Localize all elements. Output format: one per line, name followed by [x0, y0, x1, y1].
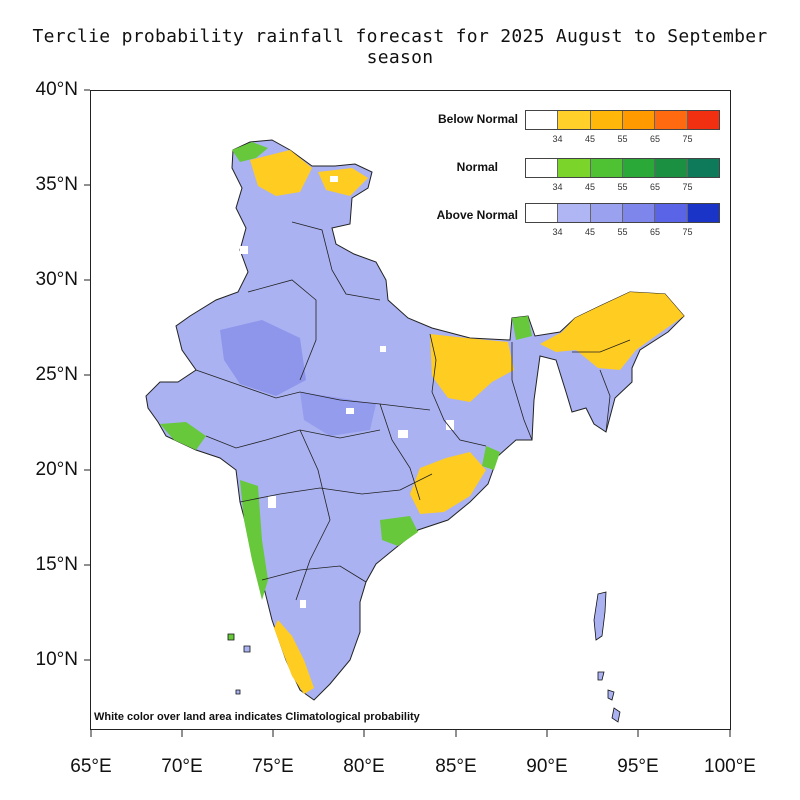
- above-normal-strong-areas: [220, 320, 376, 436]
- lakshadweep-2: [243, 645, 251, 653]
- legend-tick-label: 75: [682, 182, 693, 192]
- below-normal-ladakh-east: [318, 168, 368, 196]
- legend-bar-below-normal: [525, 110, 720, 130]
- nicobar-islands-2: [607, 689, 615, 701]
- legend-swatch: [655, 159, 688, 177]
- below-normal-bihar: [430, 334, 514, 402]
- legend-tick-label: 65: [649, 227, 661, 237]
- longitude-label: 85°E: [435, 756, 477, 777]
- lakshadweep-1: [227, 633, 235, 641]
- legend-tick-label: 65: [649, 182, 661, 192]
- below-normal-odisha: [410, 452, 486, 514]
- above-normal-mp: [300, 392, 376, 436]
- longitude-label: 95°E: [617, 756, 659, 777]
- climatological-areas: [240, 176, 454, 608]
- latitude-label: 15°N: [35, 554, 78, 575]
- legend-swatch: [622, 204, 656, 222]
- andaman-islands: [593, 591, 607, 641]
- legend-tick-label: 34: [552, 134, 563, 144]
- legend-swatch: [655, 111, 688, 129]
- nicobar-islands-3: [611, 707, 621, 723]
- normal-east: [482, 446, 500, 470]
- legend-swatch: [687, 204, 719, 222]
- legend-swatch: [526, 111, 559, 129]
- latitude-label: 25°N: [35, 364, 78, 385]
- latitude-label: 10°N: [35, 649, 78, 670]
- legend-title-normal: Normal: [456, 160, 498, 174]
- legend-bar-normal: [525, 158, 720, 178]
- legend-bar-above-normal: [525, 203, 720, 223]
- normal-kashmir: [232, 142, 268, 162]
- normal-areas: [160, 142, 532, 600]
- longitude-label: 75°E: [252, 756, 294, 777]
- legend-title-above-normal: Above Normal: [436, 208, 518, 222]
- legend-tick-label: 75: [682, 227, 693, 237]
- legend-swatch: [655, 204, 688, 222]
- lakshadweep-3: [235, 689, 241, 695]
- longitude-label: 70°E: [161, 756, 203, 777]
- legend-swatch: [622, 111, 656, 129]
- legend-swatch: [558, 204, 591, 222]
- islands: [227, 591, 621, 723]
- below-normal-northeast: [540, 292, 684, 370]
- legend-swatch: [687, 159, 719, 177]
- longitude-label: 100°E: [704, 756, 756, 777]
- legend-swatch: [558, 111, 591, 129]
- latitude-label: 20°N: [35, 459, 78, 480]
- legend-swatch: [590, 111, 623, 129]
- legend-swatch: [590, 204, 623, 222]
- normal-andhra: [380, 516, 418, 546]
- longitude-label: 65°E: [70, 756, 112, 777]
- below-normal-kerala: [274, 620, 314, 694]
- latitude-label: 40°N: [35, 79, 78, 100]
- legend-swatch: [590, 159, 623, 177]
- normal-gujarat: [160, 422, 206, 450]
- legend-swatch: [687, 111, 719, 129]
- footnote: White color over land area indicates Cli…: [94, 711, 420, 723]
- legend-tick-label: 65: [649, 134, 661, 144]
- legend-tick-label: 45: [584, 134, 596, 144]
- legend-swatch: [622, 159, 656, 177]
- legend-swatch: [558, 159, 591, 177]
- legend-tick-label: 45: [584, 227, 596, 237]
- map-title: Terclie probability rainfall forecast fo…: [32, 26, 768, 68]
- legend-swatch: [526, 159, 559, 177]
- legend-tick-label: 34: [552, 182, 563, 192]
- legend-tick-label: 75: [682, 134, 693, 144]
- below-normal-ladakh: [250, 150, 312, 196]
- nicobar-islands-1: [597, 671, 605, 681]
- legend-tick-label: 55: [617, 227, 628, 237]
- legend-tick-label: 55: [617, 182, 628, 192]
- normal-sikkim: [512, 316, 532, 340]
- longitude-label: 90°E: [526, 756, 568, 777]
- legend-tick-label: 55: [617, 134, 628, 144]
- latitude-label: 35°N: [35, 174, 78, 195]
- below-normal-areas: [250, 150, 684, 694]
- state-boundaries: [195, 221, 631, 601]
- legend-tick-label: 45: [584, 182, 596, 192]
- legend-tick-label: 34: [552, 227, 563, 237]
- india-landmass: [145, 139, 685, 701]
- above-normal-rajasthan: [220, 320, 306, 396]
- normal-west-coast: [240, 480, 268, 600]
- legend-swatch: [526, 204, 559, 222]
- latitude-label: 30°N: [35, 269, 78, 290]
- legend-title-below-normal: Below Normal: [437, 112, 518, 126]
- longitude-label: 80°E: [343, 756, 385, 777]
